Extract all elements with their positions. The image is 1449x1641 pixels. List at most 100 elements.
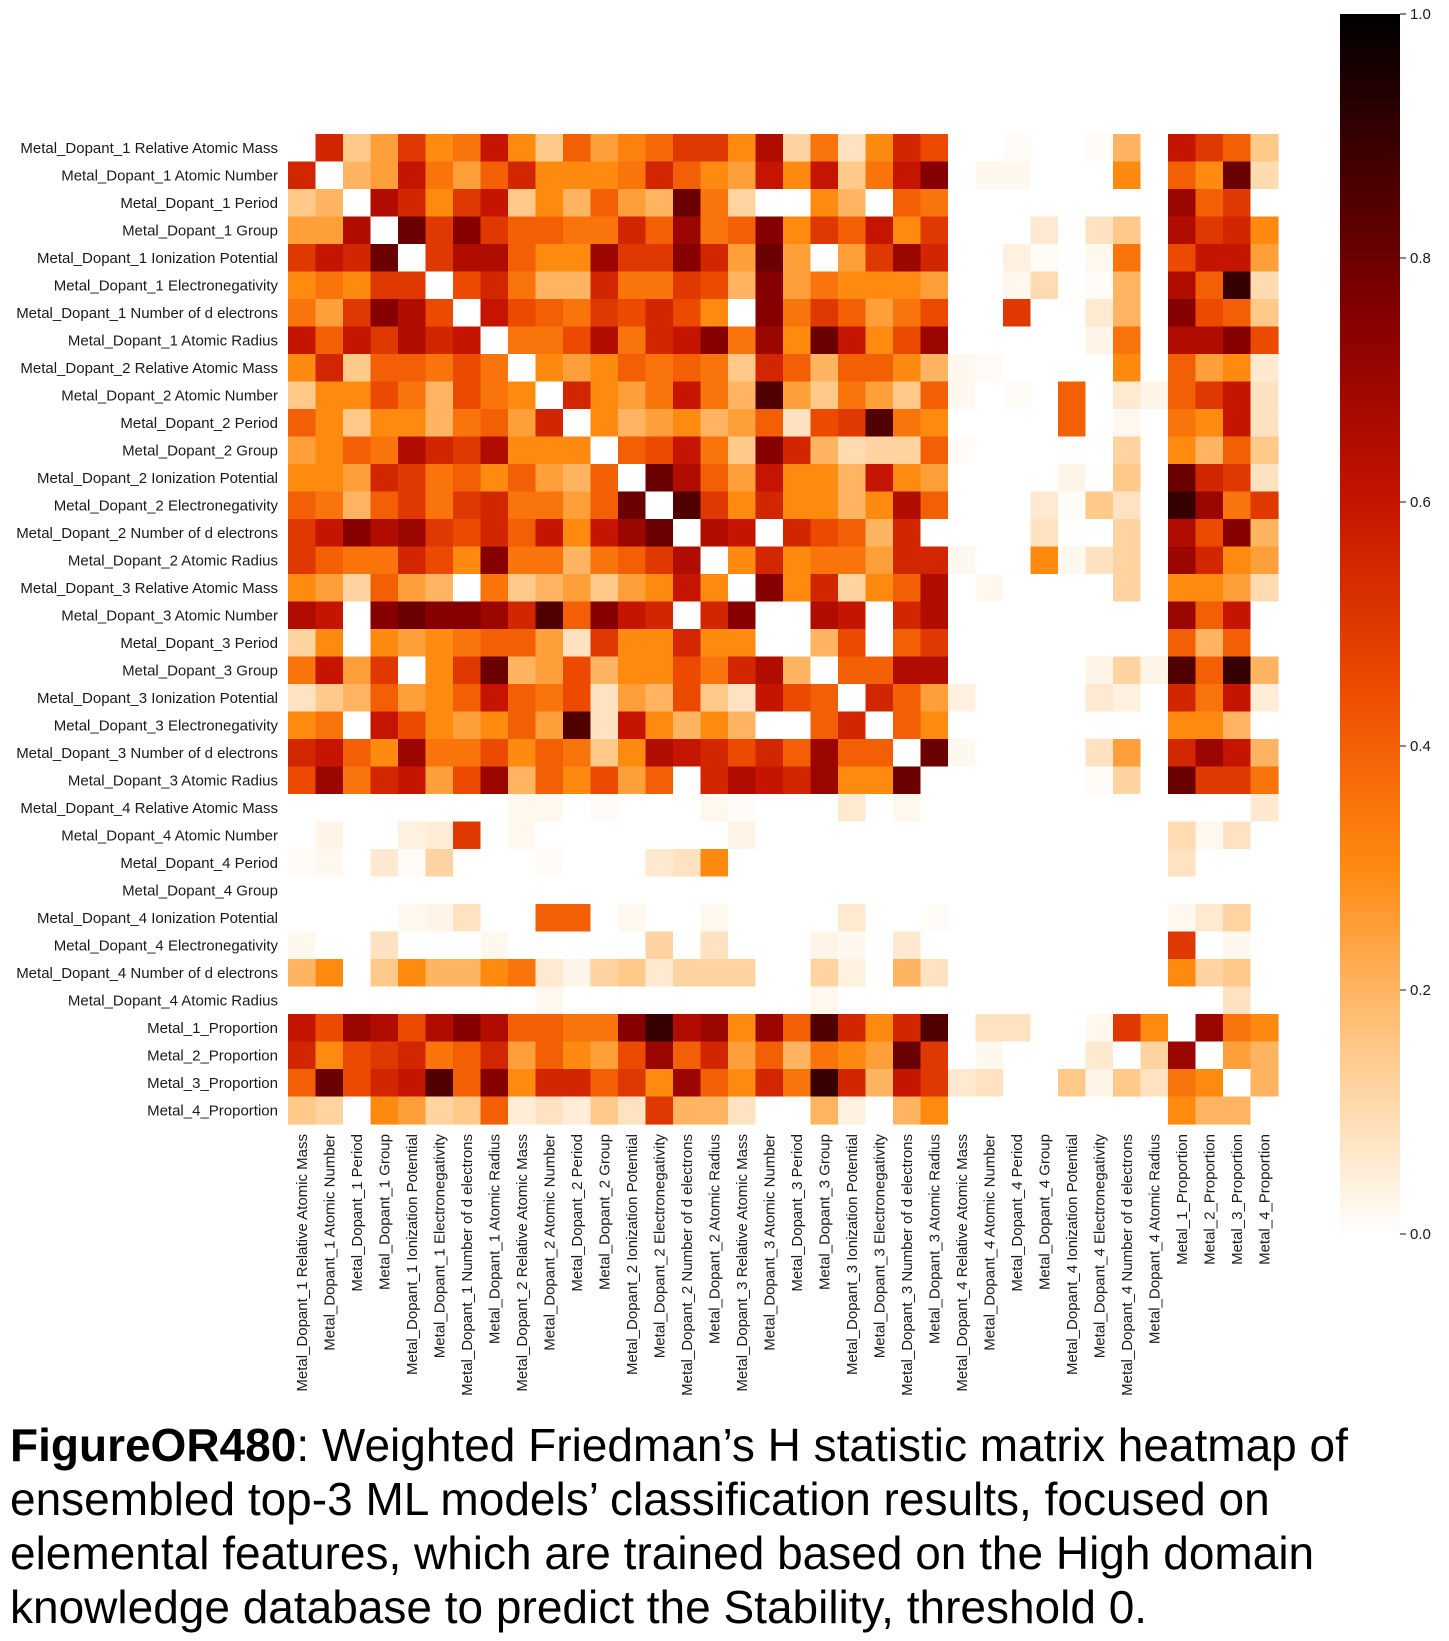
heatmap-cell bbox=[1003, 986, 1032, 1015]
heatmap-cell bbox=[810, 629, 839, 658]
heatmap-cell bbox=[783, 189, 812, 218]
heatmap-cell bbox=[1195, 1041, 1224, 1070]
heatmap-cell bbox=[1250, 161, 1279, 190]
heatmap-cell bbox=[590, 986, 619, 1015]
heatmap-cell bbox=[425, 904, 454, 933]
heatmap-cell bbox=[783, 849, 812, 878]
heatmap-cell bbox=[1003, 849, 1032, 878]
heatmap-cell bbox=[948, 904, 977, 933]
heatmap-cell bbox=[1168, 766, 1197, 795]
heatmap-cell bbox=[343, 959, 372, 988]
heatmap-cell bbox=[590, 656, 619, 685]
heatmap-cell bbox=[700, 601, 729, 630]
heatmap-cell bbox=[1140, 216, 1169, 245]
heatmap-cell bbox=[1085, 134, 1114, 163]
heatmap-cell bbox=[1195, 299, 1224, 328]
heatmap-cell bbox=[755, 189, 784, 218]
column-label: Metal_Dopant_4 Relative Atomic Mass bbox=[954, 1134, 971, 1392]
heatmap-cell bbox=[1058, 464, 1087, 493]
heatmap-cell bbox=[1223, 1096, 1252, 1125]
heatmap-cell bbox=[480, 794, 509, 823]
heatmap-cell bbox=[920, 656, 949, 685]
heatmap-cell bbox=[728, 299, 757, 328]
heatmap-cell bbox=[1140, 436, 1169, 465]
heatmap-cell bbox=[618, 574, 647, 603]
heatmap-cell bbox=[1085, 1069, 1114, 1098]
heatmap-cell bbox=[700, 684, 729, 713]
heatmap-cell bbox=[508, 739, 537, 768]
column-label: Metal_Dopant_2 Relative Atomic Mass bbox=[514, 1134, 531, 1392]
heatmap-cell bbox=[563, 794, 592, 823]
heatmap-cell bbox=[563, 711, 592, 740]
heatmap-cell bbox=[920, 821, 949, 850]
heatmap-cell bbox=[645, 766, 674, 795]
heatmap-cell bbox=[728, 684, 757, 713]
heatmap-cell bbox=[563, 904, 592, 933]
heatmap-cell bbox=[810, 381, 839, 410]
heatmap-cell bbox=[810, 684, 839, 713]
heatmap-cell bbox=[370, 464, 399, 493]
heatmap-cell bbox=[755, 574, 784, 603]
heatmap-cell bbox=[315, 794, 344, 823]
heatmap-cell bbox=[728, 931, 757, 960]
heatmap-cell bbox=[508, 409, 537, 438]
heatmap-cell bbox=[535, 189, 564, 218]
heatmap-cell bbox=[1250, 876, 1279, 905]
heatmap-cell bbox=[865, 354, 894, 383]
row-label: Metal_Dopant_1 Group bbox=[122, 222, 278, 239]
heatmap-cell bbox=[590, 574, 619, 603]
column-label: Metal_Dopant_2 Period bbox=[569, 1134, 586, 1292]
heatmap-cell bbox=[975, 1014, 1004, 1043]
heatmap-cell bbox=[1058, 931, 1087, 960]
column-label: Metal_Dopant_4 Ionization Potential bbox=[1064, 1134, 1081, 1375]
heatmap-cell bbox=[1140, 381, 1169, 410]
heatmap-cell bbox=[343, 1014, 372, 1043]
heatmap-cell bbox=[728, 904, 757, 933]
heatmap-cell bbox=[1085, 986, 1114, 1015]
heatmap-cell bbox=[453, 216, 482, 245]
heatmap-cell bbox=[755, 601, 784, 630]
heatmap-cell bbox=[1195, 766, 1224, 795]
heatmap-cell bbox=[755, 244, 784, 273]
heatmap-cell bbox=[893, 986, 922, 1015]
heatmap-cell bbox=[315, 546, 344, 575]
heatmap-cell bbox=[1168, 739, 1197, 768]
column-label: Metal_Dopant_2 Number of d electrons bbox=[679, 1134, 696, 1396]
heatmap-cell bbox=[783, 409, 812, 438]
heatmap-cell bbox=[398, 959, 427, 988]
heatmap-cell bbox=[810, 189, 839, 218]
heatmap-cell bbox=[563, 354, 592, 383]
heatmap-cell bbox=[1250, 1014, 1279, 1043]
column-label: Metal_Dopant_4 Atomic Number bbox=[981, 1134, 998, 1351]
heatmap-cell bbox=[948, 959, 977, 988]
heatmap-cell bbox=[563, 931, 592, 960]
heatmap-cell bbox=[535, 354, 564, 383]
heatmap-cell bbox=[645, 134, 674, 163]
heatmap-cell bbox=[755, 464, 784, 493]
heatmap-cell bbox=[755, 134, 784, 163]
heatmap-cell bbox=[1058, 436, 1087, 465]
heatmap-cell bbox=[700, 134, 729, 163]
heatmap-cell bbox=[398, 161, 427, 190]
heatmap-cell bbox=[1195, 574, 1224, 603]
heatmap-cell bbox=[618, 876, 647, 905]
heatmap-cell bbox=[370, 849, 399, 878]
heatmap-cell bbox=[1250, 464, 1279, 493]
heatmap-cell bbox=[1003, 684, 1032, 713]
heatmap-cell bbox=[645, 739, 674, 768]
heatmap-cell bbox=[343, 656, 372, 685]
heatmap-cell bbox=[1085, 546, 1114, 575]
row-label: Metal_1_Proportion bbox=[147, 1020, 278, 1037]
heatmap-cell bbox=[315, 491, 344, 520]
heatmap-cell bbox=[315, 904, 344, 933]
heatmap-cell bbox=[453, 904, 482, 933]
heatmap-cell bbox=[755, 1041, 784, 1070]
heatmap-cell bbox=[1085, 464, 1114, 493]
column-label: Metal_Dopant_1 Number of d electrons bbox=[459, 1134, 476, 1396]
heatmap-cell bbox=[810, 436, 839, 465]
heatmap-cell bbox=[1140, 739, 1169, 768]
heatmap-cell bbox=[728, 354, 757, 383]
heatmap-cell bbox=[480, 821, 509, 850]
heatmap-cell bbox=[288, 601, 317, 630]
heatmap-cell bbox=[783, 986, 812, 1015]
